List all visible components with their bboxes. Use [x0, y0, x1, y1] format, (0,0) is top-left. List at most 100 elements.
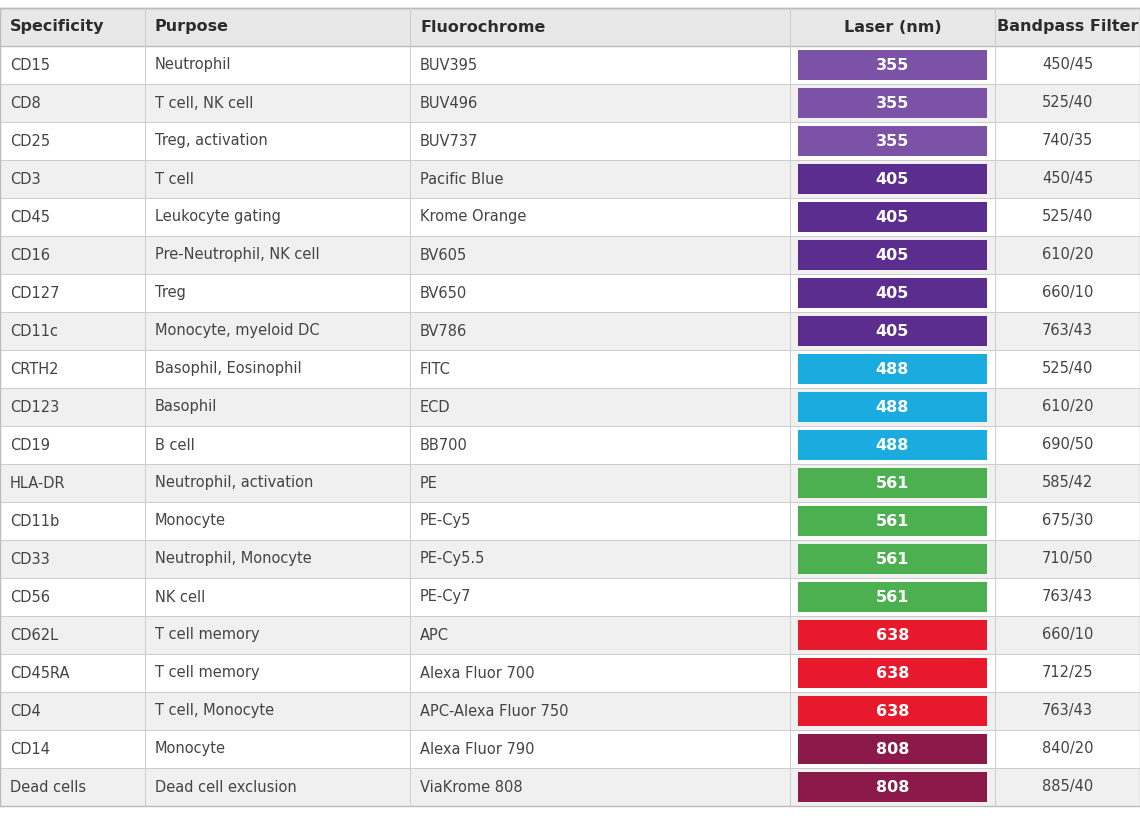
Text: 355: 355 — [876, 57, 910, 73]
Text: 638: 638 — [876, 628, 910, 642]
Text: CD62L: CD62L — [10, 628, 58, 642]
Text: 355: 355 — [876, 134, 910, 149]
Text: PE-Cy5: PE-Cy5 — [420, 513, 471, 529]
Text: FITC: FITC — [420, 361, 451, 376]
Text: 710/50: 710/50 — [1042, 552, 1093, 566]
Bar — [0, 312, 1140, 350]
Text: CD16: CD16 — [10, 247, 50, 263]
Bar — [0, 236, 1140, 274]
Text: Laser (nm): Laser (nm) — [844, 20, 942, 34]
Text: BUV395: BUV395 — [420, 57, 478, 73]
Text: 763/43: 763/43 — [1042, 703, 1093, 719]
Text: T cell memory: T cell memory — [155, 628, 260, 642]
Bar — [798, 772, 987, 802]
Text: BUV737: BUV737 — [420, 134, 479, 149]
Bar — [798, 468, 987, 498]
Text: Basophil: Basophil — [155, 400, 218, 415]
Text: 763/43: 763/43 — [1042, 323, 1093, 339]
Bar — [798, 164, 987, 194]
Text: CD25: CD25 — [10, 134, 50, 149]
Text: BV605: BV605 — [420, 247, 467, 263]
Text: Monocyte, myeloid DC: Monocyte, myeloid DC — [155, 323, 319, 339]
Text: 355: 355 — [876, 95, 910, 110]
Text: 808: 808 — [876, 742, 910, 756]
Text: ViaKrome 808: ViaKrome 808 — [420, 779, 522, 795]
Bar — [0, 730, 1140, 768]
Text: Specificity: Specificity — [10, 20, 105, 34]
Bar — [0, 540, 1140, 578]
Text: CD8: CD8 — [10, 95, 41, 110]
Bar — [798, 658, 987, 688]
Text: 488: 488 — [876, 400, 910, 415]
Text: 740/35: 740/35 — [1042, 134, 1093, 149]
Bar — [0, 198, 1140, 236]
Text: CD15: CD15 — [10, 57, 50, 73]
Text: 660/10: 660/10 — [1042, 628, 1093, 642]
Text: T cell, NK cell: T cell, NK cell — [155, 95, 253, 110]
Bar — [798, 506, 987, 536]
Bar — [0, 160, 1140, 198]
Text: CD45RA: CD45RA — [10, 666, 70, 681]
Text: BV786: BV786 — [420, 323, 467, 339]
Bar — [0, 350, 1140, 388]
Text: PE: PE — [420, 476, 438, 490]
Text: Dead cell exclusion: Dead cell exclusion — [155, 779, 296, 795]
Text: 660/10: 660/10 — [1042, 286, 1093, 300]
Bar — [0, 8, 1140, 46]
Text: 561: 561 — [876, 476, 910, 490]
Bar — [0, 768, 1140, 806]
Bar — [798, 278, 987, 308]
Text: 405: 405 — [876, 247, 910, 263]
Text: 488: 488 — [876, 437, 910, 453]
Bar — [798, 544, 987, 574]
Bar — [0, 122, 1140, 160]
Text: NK cell: NK cell — [155, 589, 205, 605]
Text: CRTH2: CRTH2 — [10, 361, 58, 376]
Text: CD33: CD33 — [10, 552, 50, 566]
Text: CD11c: CD11c — [10, 323, 58, 339]
Text: Neutrophil, Monocyte: Neutrophil, Monocyte — [155, 552, 311, 566]
Bar — [0, 654, 1140, 692]
Text: CD11b: CD11b — [10, 513, 59, 529]
Text: 405: 405 — [876, 171, 910, 187]
Text: 488: 488 — [876, 361, 910, 376]
Text: T cell: T cell — [155, 171, 194, 187]
Bar — [798, 620, 987, 650]
Bar — [0, 616, 1140, 654]
Bar — [798, 582, 987, 612]
Text: Monocyte: Monocyte — [155, 742, 226, 756]
Text: Pre-Neutrophil, NK cell: Pre-Neutrophil, NK cell — [155, 247, 319, 263]
Text: Pacific Blue: Pacific Blue — [420, 171, 504, 187]
Bar — [0, 464, 1140, 502]
Text: 690/50: 690/50 — [1042, 437, 1093, 453]
Text: Alexa Fluor 700: Alexa Fluor 700 — [420, 666, 535, 681]
Text: 450/45: 450/45 — [1042, 171, 1093, 187]
Bar — [0, 502, 1140, 540]
Text: 712/25: 712/25 — [1042, 666, 1093, 681]
Text: CD127: CD127 — [10, 286, 59, 300]
Text: CD3: CD3 — [10, 171, 41, 187]
Bar — [798, 430, 987, 460]
Text: 638: 638 — [876, 666, 910, 681]
Text: CD45: CD45 — [10, 210, 50, 224]
Bar — [0, 46, 1140, 84]
Text: 585/42: 585/42 — [1042, 476, 1093, 490]
Bar — [798, 392, 987, 422]
Text: 885/40: 885/40 — [1042, 779, 1093, 795]
Text: 561: 561 — [876, 552, 910, 566]
Text: 450/45: 450/45 — [1042, 57, 1093, 73]
Text: Krome Orange: Krome Orange — [420, 210, 527, 224]
Text: T cell, Monocyte: T cell, Monocyte — [155, 703, 274, 719]
Bar — [0, 692, 1140, 730]
Text: CD4: CD4 — [10, 703, 41, 719]
Bar — [0, 578, 1140, 616]
Text: 610/20: 610/20 — [1042, 247, 1093, 263]
Text: Treg, activation: Treg, activation — [155, 134, 268, 149]
Text: Bandpass Filter: Bandpass Filter — [996, 20, 1138, 34]
Bar — [798, 316, 987, 346]
Text: CD14: CD14 — [10, 742, 50, 756]
Text: BB700: BB700 — [420, 437, 467, 453]
Text: Neutrophil, activation: Neutrophil, activation — [155, 476, 314, 490]
Text: Monocyte: Monocyte — [155, 513, 226, 529]
Text: 561: 561 — [876, 513, 910, 529]
